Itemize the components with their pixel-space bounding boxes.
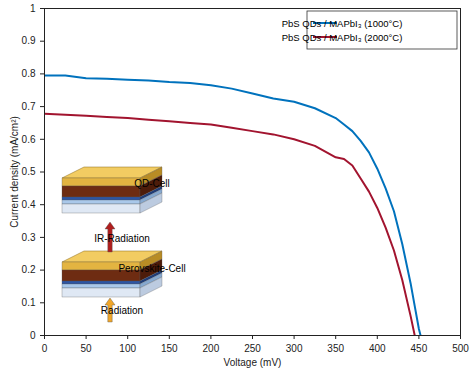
svg-text:0.8: 0.8 bbox=[22, 68, 36, 79]
svg-text:500: 500 bbox=[452, 343, 469, 354]
svg-text:50: 50 bbox=[81, 343, 93, 354]
svg-text:0.4: 0.4 bbox=[22, 199, 36, 210]
svg-text:Radiation: Radiation bbox=[101, 305, 143, 316]
svg-text:0.9: 0.9 bbox=[22, 35, 36, 46]
svg-text:450: 450 bbox=[411, 343, 428, 354]
svg-text:250: 250 bbox=[244, 343, 261, 354]
svg-text:0.7: 0.7 bbox=[22, 101, 36, 112]
svg-text:Current density (mA/cm²): Current density (mA/cm²) bbox=[9, 116, 20, 228]
svg-text:200: 200 bbox=[203, 343, 220, 354]
svg-text:0.3: 0.3 bbox=[22, 232, 36, 243]
svg-text:300: 300 bbox=[286, 343, 303, 354]
svg-text:350: 350 bbox=[327, 343, 344, 354]
svg-text:QD-Cell: QD-Cell bbox=[134, 178, 170, 189]
svg-text:0.5: 0.5 bbox=[22, 166, 36, 177]
svg-text:Perovskite-Cell: Perovskite-Cell bbox=[118, 263, 185, 274]
svg-text:0: 0 bbox=[30, 330, 36, 341]
svg-text:PbS QDs / MAPbI₃ (1000°C): PbS QDs / MAPbI₃ (1000°C) bbox=[282, 18, 403, 29]
svg-text:400: 400 bbox=[369, 343, 386, 354]
svg-text:100: 100 bbox=[119, 343, 136, 354]
svg-text:150: 150 bbox=[161, 343, 178, 354]
svg-text:PbS QDs / MAPbI₃ (2000°C): PbS QDs / MAPbI₃ (2000°C) bbox=[282, 32, 403, 43]
svg-text:1: 1 bbox=[30, 3, 36, 14]
svg-text:0.2: 0.2 bbox=[22, 264, 36, 275]
svg-text:Voltage (mV): Voltage (mV) bbox=[224, 357, 282, 368]
svg-text:0.6: 0.6 bbox=[22, 134, 36, 145]
svg-text:0: 0 bbox=[42, 343, 48, 354]
svg-text:0.1: 0.1 bbox=[22, 297, 36, 308]
svg-text:IR-Radiation: IR-Radiation bbox=[94, 233, 150, 244]
